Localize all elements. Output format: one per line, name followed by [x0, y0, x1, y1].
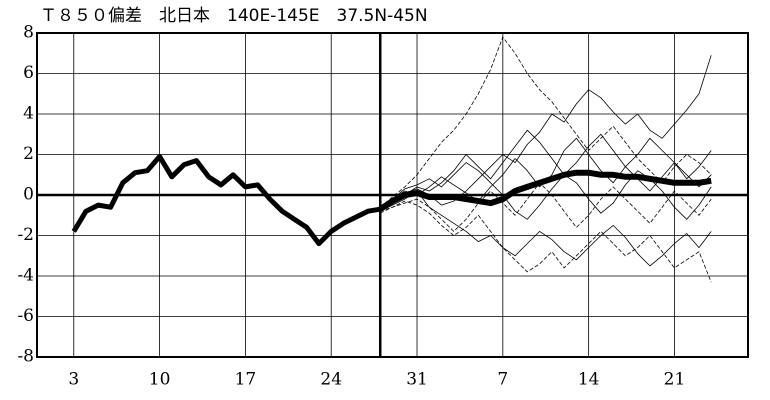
y-tick-label: -8: [17, 347, 34, 367]
x-tick-label: 31: [406, 370, 428, 390]
y-tick-label: -4: [17, 266, 34, 286]
x-tick-label: 24: [320, 370, 342, 390]
series-line: [378, 169, 712, 212]
series-line: [380, 190, 712, 267]
y-tick-label: 8: [23, 23, 34, 43]
x-tick-label: 3: [68, 370, 79, 390]
y-tick-label: -2: [17, 225, 34, 245]
series-line: [379, 129, 712, 210]
chart-title: Ｔ８５０偏差 北日本 140E-145E 37.5N-45N: [40, 6, 428, 26]
x-tick-label: 10: [149, 370, 171, 390]
series-line: [380, 200, 712, 283]
y-tick-label: 0: [23, 185, 34, 205]
series-line: [379, 36, 712, 208]
x-tick-label: 7: [497, 370, 508, 390]
series-line: [379, 162, 712, 220]
x-tick-label: 17: [235, 370, 257, 390]
x-tick-label: 21: [664, 370, 686, 390]
series-line: [380, 182, 712, 232]
y-tick-label: 4: [23, 104, 34, 124]
plot-frame: [36, 32, 749, 358]
y-tick-label: 2: [23, 144, 34, 164]
x-tick-label: 14: [578, 370, 600, 390]
y-tick-label: 6: [23, 63, 34, 83]
series-line: [380, 55, 712, 210]
y-tick-label: -6: [17, 306, 34, 326]
series-line: [71, 154, 381, 247]
